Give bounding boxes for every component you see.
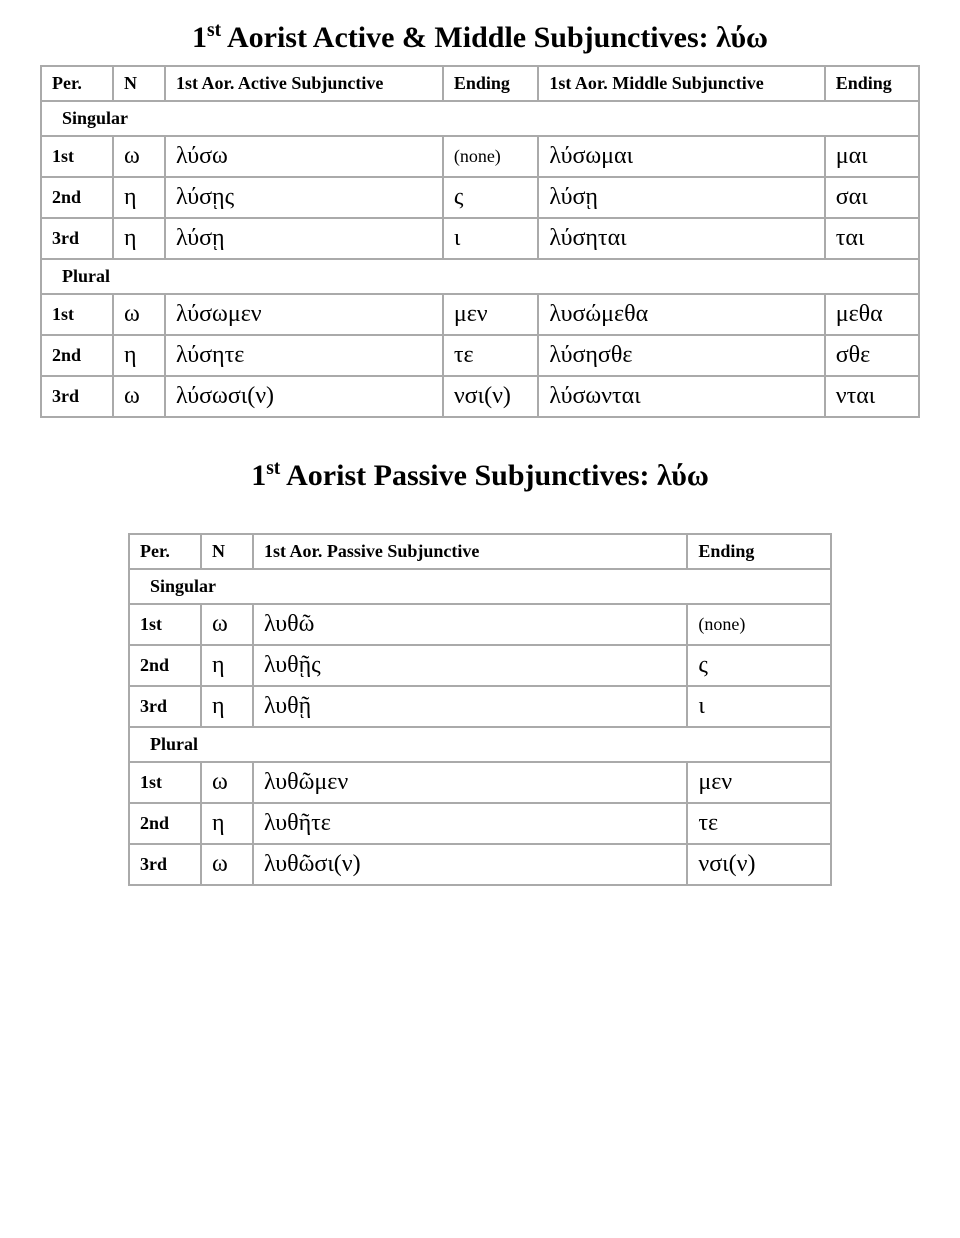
table-row: 2nd η λυθῆτε τε bbox=[130, 804, 830, 843]
col-active: 1st Aor. Active Subjunctive bbox=[166, 67, 442, 100]
cell-active: λύσητε bbox=[166, 336, 442, 375]
cell-per: 3rd bbox=[130, 845, 200, 884]
cell-per: 1st bbox=[42, 295, 112, 334]
cell-n: η bbox=[114, 336, 164, 375]
table-row: 1st ω λυθῶ (none) bbox=[130, 605, 830, 644]
cell-n: η bbox=[202, 687, 252, 726]
cell-per: 2nd bbox=[42, 336, 112, 375]
table-row: 3rd ω λυθῶσι(ν) νσι(ν) bbox=[130, 845, 830, 884]
col-n: N bbox=[114, 67, 164, 100]
col-ending1: Ending bbox=[444, 67, 538, 100]
cell-end2: ται bbox=[826, 219, 918, 258]
cell-end: (none) bbox=[688, 605, 830, 644]
cell-n: ω bbox=[114, 295, 164, 334]
table-row: 2nd η λύσητε τε λύσησθε σθε bbox=[42, 336, 918, 375]
cell-passive: λυθῆτε bbox=[254, 804, 686, 843]
cell-n: ω bbox=[202, 845, 252, 884]
cell-end: τε bbox=[688, 804, 830, 843]
table-row: 2nd η λύσῃς ς λύσῃ σαι bbox=[42, 178, 918, 217]
table1-title: 1st Aorist Active & Middle Subjunctives:… bbox=[40, 20, 920, 55]
cell-active: λύσωσι(ν) bbox=[166, 377, 442, 416]
cell-per: 1st bbox=[130, 605, 200, 644]
cell-n: ω bbox=[202, 605, 252, 644]
cell-per: 3rd bbox=[42, 219, 112, 258]
col-n: N bbox=[202, 535, 252, 568]
col-middle: 1st Aor. Middle Subjunctive bbox=[539, 67, 823, 100]
col-passive: 1st Aor. Passive Subjunctive bbox=[254, 535, 686, 568]
cell-n: ω bbox=[202, 763, 252, 802]
cell-n: η bbox=[202, 804, 252, 843]
cell-end: ς bbox=[688, 646, 830, 685]
col-per: Per. bbox=[130, 535, 200, 568]
aorist-passive-table: Per. N 1st Aor. Passive Subjunctive Endi… bbox=[128, 533, 832, 886]
cell-passive: λυθῶμεν bbox=[254, 763, 686, 802]
col-ending: Ending bbox=[688, 535, 830, 568]
cell-n: η bbox=[114, 178, 164, 217]
cell-active: λύσῃ bbox=[166, 219, 442, 258]
table-row: 3rd η λύσῃ ι λύσηται ται bbox=[42, 219, 918, 258]
cell-active: λύσω bbox=[166, 137, 442, 176]
cell-end1: (none) bbox=[444, 137, 538, 176]
cell-per: 2nd bbox=[42, 178, 112, 217]
cell-end1: ι bbox=[444, 219, 538, 258]
title2-pre: 1 bbox=[251, 459, 266, 492]
aorist-active-middle-table: Per. N 1st Aor. Active Subjunctive Endin… bbox=[40, 65, 920, 418]
cell-passive: λυθῶ bbox=[254, 605, 686, 644]
cell-end: ι bbox=[688, 687, 830, 726]
cell-middle: λύσωνται bbox=[539, 377, 823, 416]
cell-middle: λύσησθε bbox=[539, 336, 823, 375]
singular-label: Singular bbox=[130, 570, 830, 603]
cell-per: 3rd bbox=[42, 377, 112, 416]
cell-n: ω bbox=[114, 137, 164, 176]
cell-end: νσι(ν) bbox=[688, 845, 830, 884]
cell-end2: σαι bbox=[826, 178, 918, 217]
cell-end2: μεθα bbox=[826, 295, 918, 334]
col-ending2: Ending bbox=[826, 67, 918, 100]
cell-n: η bbox=[114, 219, 164, 258]
cell-n: ω bbox=[114, 377, 164, 416]
cell-end2: νται bbox=[826, 377, 918, 416]
cell-end1: τε bbox=[444, 336, 538, 375]
plural-label: Plural bbox=[42, 260, 918, 293]
cell-middle: λύσηται bbox=[539, 219, 823, 258]
cell-passive: λυθῇς bbox=[254, 646, 686, 685]
cell-passive: λυθῇ bbox=[254, 687, 686, 726]
plural-label: Plural bbox=[130, 728, 830, 761]
table2-title: 1st Aorist Passive Subjunctives: λύω bbox=[40, 458, 920, 493]
table-row: 1st ω λύσωμεν μεν λυσώμεθα μεθα bbox=[42, 295, 918, 334]
title1-pre: 1 bbox=[192, 21, 207, 54]
title2-rest: Aorist Passive Subjunctives: λύω bbox=[280, 459, 709, 492]
cell-per: 1st bbox=[42, 137, 112, 176]
table-row: 1st ω λύσω (none) λύσωμαι μαι bbox=[42, 137, 918, 176]
title2-sup: st bbox=[266, 458, 280, 479]
table-row: 3rd η λυθῇ ι bbox=[130, 687, 830, 726]
cell-end: μεν bbox=[688, 763, 830, 802]
cell-per: 3rd bbox=[130, 687, 200, 726]
title1-sup: st bbox=[207, 20, 221, 41]
cell-end2: σθε bbox=[826, 336, 918, 375]
cell-n: η bbox=[202, 646, 252, 685]
cell-active: λύσῃς bbox=[166, 178, 442, 217]
table-row: 2nd η λυθῇς ς bbox=[130, 646, 830, 685]
cell-active: λύσωμεν bbox=[166, 295, 442, 334]
cell-end1: ς bbox=[444, 178, 538, 217]
cell-per: 2nd bbox=[130, 804, 200, 843]
col-per: Per. bbox=[42, 67, 112, 100]
table-row: 3rd ω λύσωσι(ν) νσι(ν) λύσωνται νται bbox=[42, 377, 918, 416]
cell-end2: μαι bbox=[826, 137, 918, 176]
singular-label: Singular bbox=[42, 102, 918, 135]
cell-passive: λυθῶσι(ν) bbox=[254, 845, 686, 884]
cell-middle: λύσῃ bbox=[539, 178, 823, 217]
title1-rest: Aorist Active & Middle Subjunctives: λύω bbox=[221, 21, 768, 54]
cell-middle: λυσώμεθα bbox=[539, 295, 823, 334]
cell-per: 2nd bbox=[130, 646, 200, 685]
table-row: 1st ω λυθῶμεν μεν bbox=[130, 763, 830, 802]
cell-middle: λύσωμαι bbox=[539, 137, 823, 176]
cell-per: 1st bbox=[130, 763, 200, 802]
cell-end1: νσι(ν) bbox=[444, 377, 538, 416]
cell-end1: μεν bbox=[444, 295, 538, 334]
